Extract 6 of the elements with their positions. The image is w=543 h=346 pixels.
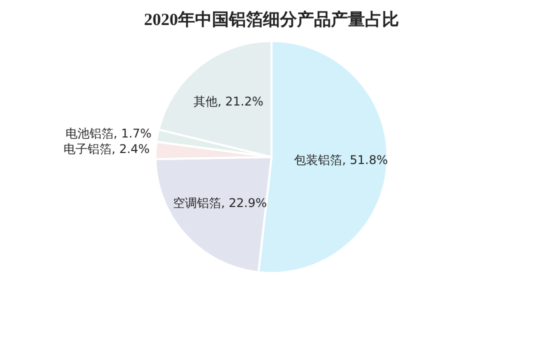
slice-label: 包装铝箔, 51.8% (294, 153, 388, 168)
slice-label: 其他, 21.2% (194, 94, 264, 108)
slice-label: 空调铝箔, 22.9% (173, 196, 267, 210)
chart-title: 2020年中国铝箔细分产品产量占比 (143, 9, 400, 31)
slice-label: 电子铝箔, 2.4% (64, 142, 150, 156)
slice-label: 电池铝箔, 1.7% (65, 126, 152, 141)
